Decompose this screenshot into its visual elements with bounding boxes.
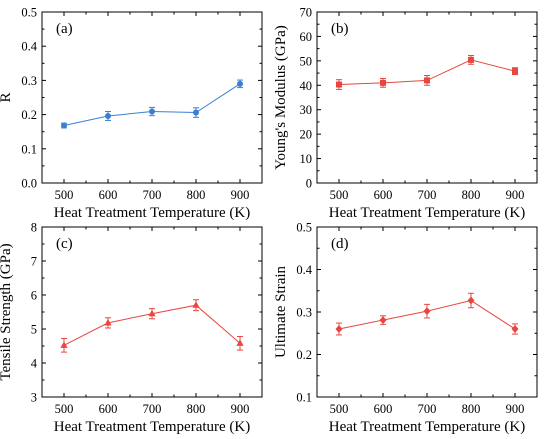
x-tick-label: 500 [55,188,74,202]
data-point [236,339,244,346]
x-axis-title: Heat Treatment Temperature (K) [54,419,251,435]
y-tick-label: 40 [300,79,313,93]
x-tick-label: 700 [143,402,162,416]
y-tick-label: 5 [31,323,37,337]
panel-c: 3 4 5 6 7 8 500 600 700 800 900 Heat Treatment Temp… [0,221,263,435]
x-tick-label: 800 [462,188,481,202]
data-point [237,80,243,87]
data-point [423,307,431,316]
data-point [105,112,111,119]
x-axis-title: Heat Treatment Temperature (K) [54,205,251,221]
y-tick-label: 20 [300,128,313,142]
y-tick-label: 4 [31,357,38,371]
x-tick-label: 800 [462,402,481,416]
x-tick-label: 900 [506,188,525,202]
y-tick-label: 0.0 [21,177,37,191]
y-tick-label: 60 [300,30,313,44]
y-tick-label: 0.3 [296,306,312,320]
y-axis-title: Tensile Strength (GPa) [0,243,14,380]
panel-a: 0.0 0.1 0.2 0.3 0.4 0.5 500 600 700 800 900 Heat Tr… [0,6,263,221]
panel-label: (b) [331,21,349,37]
y-tick-label: 0.3 [21,74,37,88]
y-tick-label: 0.1 [21,142,37,156]
y-axis-title: Young's Modulus (GPa) [273,25,289,170]
x-tick-label: 500 [330,188,349,202]
data-point [192,301,200,308]
data-point [379,316,387,325]
x-axis-title: Heat Treatment Temperature (K) [329,205,526,221]
panel-b: 0 10 20 30 40 50 60 70 500 600 700 800 900 Heat Treat… [273,6,538,221]
data-point [424,77,430,84]
x-tick-label: 500 [55,402,74,416]
y-tick-label: 8 [31,221,37,235]
data-point [512,68,518,75]
y-tick-label: 0.2 [21,108,37,122]
x-tick-label: 900 [231,188,250,202]
y-axis-title: R [0,92,14,102]
y-tick-label: 50 [300,54,313,68]
y-tick-label: 3 [31,391,37,405]
x-tick-label: 600 [374,188,393,202]
y-tick-label: 0.4 [21,40,37,54]
y-tick-label: 0.2 [296,348,312,362]
x-tick-label: 600 [374,402,393,416]
x-tick-label: 900 [506,402,525,416]
y-tick-label: 7 [31,255,37,269]
data-point [193,109,199,116]
data-point [104,318,112,326]
plot-frame [316,11,538,184]
y-tick-label: 0 [306,177,312,191]
x-tick-label: 500 [330,402,349,416]
x-tick-label: 700 [143,188,162,202]
y-tick-label: 70 [300,6,313,20]
data-point [467,296,475,305]
x-axis-title: Heat Treatment Temperature (K) [329,419,526,435]
x-tick-label: 800 [187,188,206,202]
y-tick-label: 0.5 [21,6,37,20]
series-line [63,83,241,127]
data-point [380,79,386,86]
data-point [511,325,519,333]
panel-label: (c) [56,236,73,252]
panel-label: (a) [56,21,73,37]
panel-d: 0.1 0.2 0.3 0.4 0.5 500 600 700 800 900 Heat Treat… [273,221,538,435]
y-tick-label: 0.4 [296,263,312,277]
data-point [468,56,474,63]
x-tick-label: 600 [99,188,118,202]
data-point [60,341,68,348]
data-point [336,81,342,88]
y-tick-label: 0.5 [296,221,312,235]
y-axis-title: Ultimate Strain [273,265,289,358]
data-point [149,108,155,115]
data-point [148,309,156,317]
y-tick-label: 10 [300,152,313,166]
x-tick-label: 700 [418,188,437,202]
x-tick-label: 600 [99,402,118,416]
data-point [335,325,343,333]
plot-frame [41,11,263,184]
y-tick-label: 0.1 [296,391,312,405]
x-tick-label: 700 [418,402,437,416]
y-tick-label: 6 [31,289,37,303]
y-tick-label: 30 [300,103,313,117]
data-point [61,122,67,129]
x-tick-label: 900 [231,402,250,416]
panel-label: (d) [331,236,349,252]
x-tick-label: 800 [187,402,206,416]
